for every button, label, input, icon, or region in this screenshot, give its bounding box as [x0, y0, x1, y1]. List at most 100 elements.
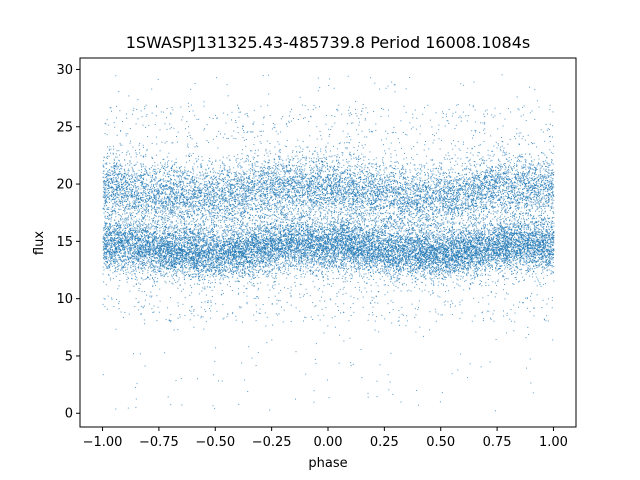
data-point	[331, 263, 332, 264]
data-point	[117, 269, 118, 270]
data-point	[378, 331, 379, 332]
data-point	[325, 218, 326, 219]
data-point	[504, 223, 505, 224]
data-point	[165, 213, 166, 214]
data-point	[364, 189, 365, 190]
data-point	[496, 339, 497, 340]
data-point	[552, 125, 553, 126]
data-point	[241, 184, 242, 185]
data-point	[551, 161, 552, 162]
data-point	[319, 171, 320, 172]
data-point	[533, 204, 534, 205]
data-point	[227, 201, 228, 202]
data-point	[512, 226, 513, 227]
data-point	[442, 235, 443, 236]
data-point	[542, 247, 543, 248]
data-point	[369, 203, 370, 204]
data-point	[161, 199, 162, 200]
data-point	[282, 212, 283, 213]
data-point	[295, 172, 296, 173]
data-point	[191, 179, 192, 180]
data-point	[541, 206, 542, 207]
data-point	[402, 191, 403, 192]
data-point	[394, 290, 395, 291]
data-point	[146, 198, 147, 199]
data-point	[129, 261, 130, 262]
data-point	[121, 253, 122, 254]
data-point	[200, 266, 201, 267]
data-point	[425, 198, 426, 199]
data-point	[397, 183, 398, 184]
data-point	[467, 239, 468, 240]
data-point	[367, 203, 368, 204]
data-point	[308, 109, 309, 110]
data-point	[354, 228, 355, 229]
data-point	[467, 190, 468, 191]
data-point	[264, 214, 265, 215]
data-point	[549, 193, 550, 194]
data-point	[348, 203, 349, 204]
data-point	[357, 209, 358, 210]
data-point	[371, 175, 372, 176]
data-point	[289, 161, 290, 162]
data-point	[553, 200, 554, 201]
data-point	[344, 173, 345, 174]
data-point	[278, 209, 279, 210]
data-point	[442, 111, 443, 112]
data-point	[339, 198, 340, 199]
data-point	[435, 216, 436, 217]
data-point	[326, 208, 327, 209]
data-point	[456, 283, 457, 284]
data-point	[395, 258, 396, 259]
data-point	[313, 248, 314, 249]
data-point	[438, 281, 439, 282]
data-point	[258, 191, 259, 192]
data-point	[225, 194, 226, 195]
data-point	[429, 249, 430, 250]
data-point	[500, 192, 501, 193]
data-point	[421, 224, 422, 225]
data-point	[521, 166, 522, 167]
data-point	[299, 196, 300, 197]
data-point	[384, 266, 385, 267]
data-point	[222, 200, 223, 201]
data-point	[450, 307, 451, 308]
data-point	[313, 209, 314, 210]
data-point	[157, 188, 158, 189]
data-point	[329, 78, 330, 79]
data-point	[152, 113, 153, 114]
data-point	[127, 250, 128, 251]
data-point	[246, 177, 247, 178]
data-point	[303, 189, 304, 190]
data-point	[550, 261, 551, 262]
data-point	[478, 235, 479, 236]
data-point	[360, 166, 361, 167]
data-point	[108, 209, 109, 210]
data-point	[300, 114, 301, 115]
data-point	[322, 229, 323, 230]
data-point	[441, 250, 442, 251]
data-point	[312, 154, 313, 155]
data-point	[126, 197, 127, 198]
data-point	[129, 257, 130, 258]
data-point	[185, 242, 186, 243]
data-point	[113, 173, 114, 174]
data-point	[177, 240, 178, 241]
data-point	[181, 235, 182, 236]
data-point	[323, 181, 324, 182]
data-point	[152, 246, 153, 247]
data-point	[487, 228, 488, 229]
data-point	[261, 256, 262, 257]
data-point	[114, 259, 115, 260]
data-point	[318, 232, 319, 233]
data-point	[510, 216, 511, 217]
data-point	[332, 156, 333, 157]
data-point	[404, 182, 405, 183]
data-point	[477, 173, 478, 174]
data-point	[385, 203, 386, 204]
data-point	[297, 182, 298, 183]
data-point	[103, 196, 104, 197]
data-point	[515, 260, 516, 261]
data-point	[380, 177, 381, 178]
data-point	[354, 231, 355, 232]
